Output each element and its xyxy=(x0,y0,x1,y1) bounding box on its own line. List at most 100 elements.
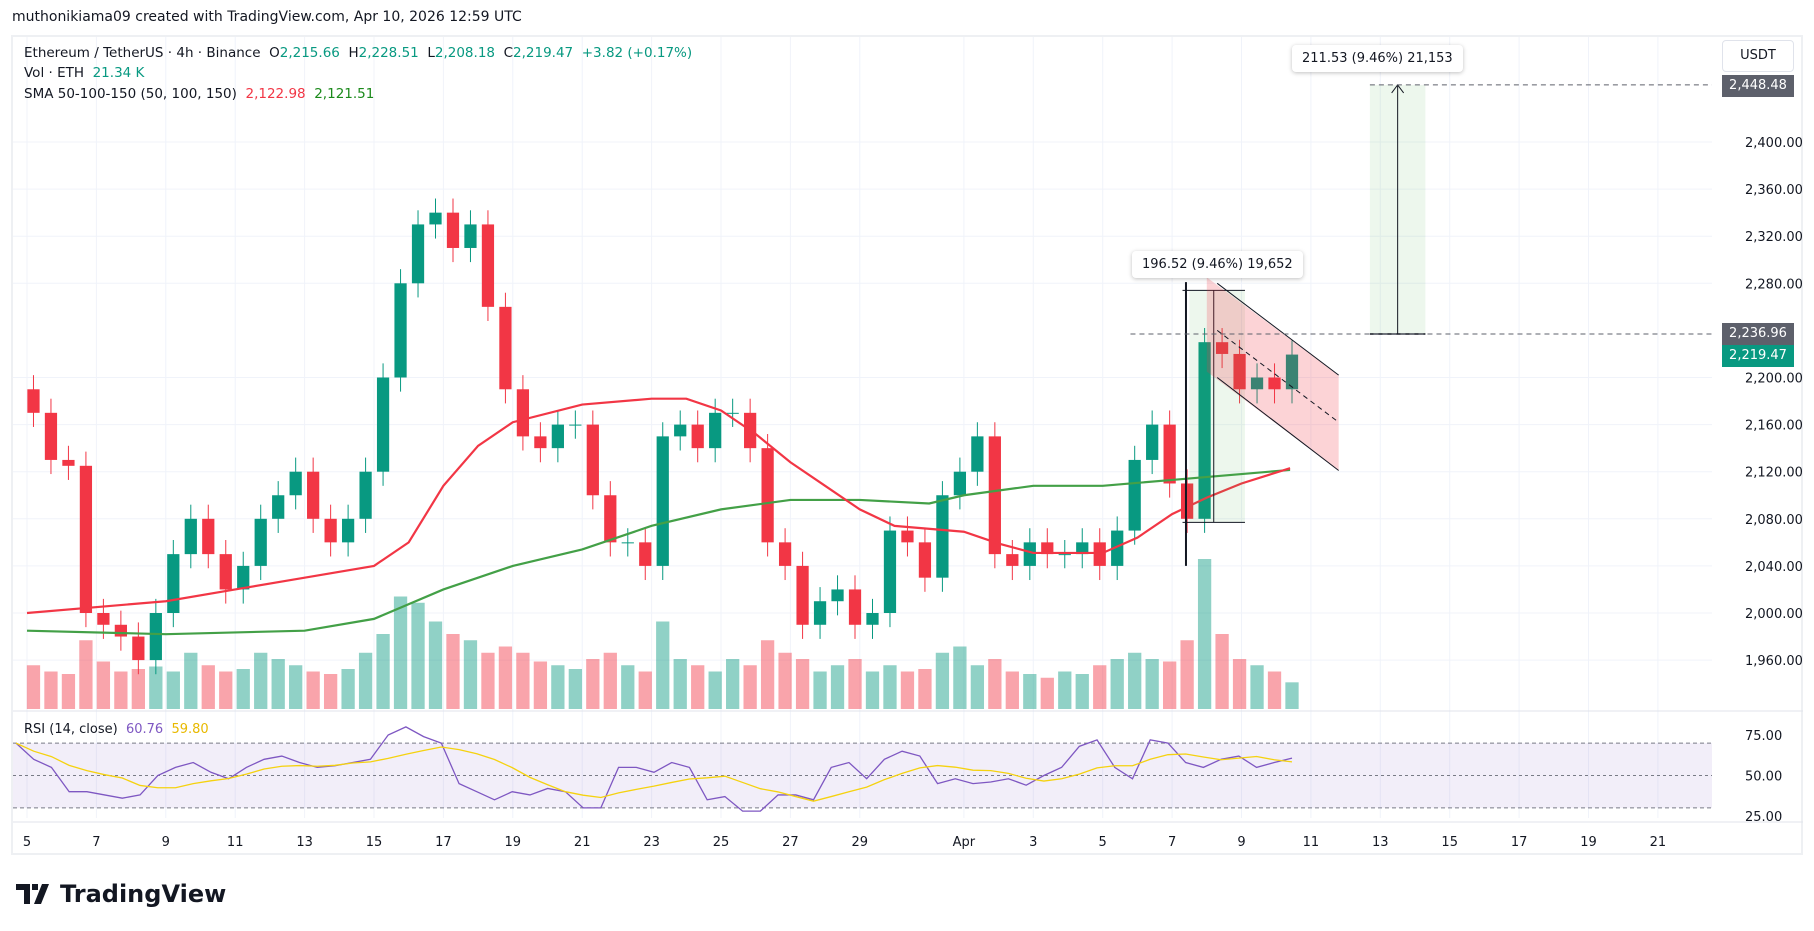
open-value: 2,215.66 xyxy=(279,45,340,61)
volume-bar xyxy=(1040,677,1054,709)
y-tick-label: 2,080.00 xyxy=(1745,513,1803,528)
attribution: muthonikiama09 created with TradingView.… xyxy=(12,9,522,25)
candle-body xyxy=(27,389,40,413)
candle-body xyxy=(621,542,634,544)
candle-body xyxy=(202,518,215,555)
candle-body xyxy=(586,424,599,496)
volume-bar xyxy=(79,640,93,709)
candle-body xyxy=(796,565,809,625)
candle-body xyxy=(359,471,372,519)
channel-lower-line xyxy=(1216,377,1339,471)
x-tick-label: 23 xyxy=(643,835,660,850)
lower-measure-range xyxy=(1189,290,1245,523)
candle-body xyxy=(1268,377,1281,390)
candle-body xyxy=(709,412,722,449)
volume-bar xyxy=(96,661,111,709)
sma-legend: SMA 50-100-150 (50, 100, 150) 2,122.98 2… xyxy=(24,86,374,102)
candle-body xyxy=(551,424,564,449)
brand-name: TradingView xyxy=(60,880,227,908)
candle-body xyxy=(79,465,93,613)
channel-fill xyxy=(1206,277,1339,471)
volume-bar xyxy=(673,659,687,709)
candle-body xyxy=(1146,424,1159,460)
x-tick-label: 7 xyxy=(92,835,100,850)
candle-body xyxy=(237,565,250,590)
channel-mid-line xyxy=(1216,330,1339,423)
x-tick-label: 19 xyxy=(505,835,522,850)
candle-body xyxy=(376,377,390,472)
volume-label: Vol · ETH xyxy=(24,65,84,81)
x-tick-label: 21 xyxy=(1650,835,1667,850)
candle-body xyxy=(1058,554,1071,556)
open-label: O xyxy=(269,45,280,61)
volume-bar xyxy=(865,671,880,709)
y-tick-label: 2,400.00 xyxy=(1745,136,1803,151)
candle-body xyxy=(918,542,932,578)
candle-body xyxy=(883,530,897,613)
tradingview-logo[interactable]: TradingView xyxy=(16,880,226,908)
candle-body xyxy=(1163,424,1176,484)
rsi-label: RSI (14, close) xyxy=(24,722,118,737)
chart-frame xyxy=(11,35,1803,855)
candle-body xyxy=(289,471,302,496)
candle-body xyxy=(97,613,110,625)
candle-body xyxy=(62,459,75,466)
volume-bar xyxy=(900,671,915,709)
volume-bar xyxy=(463,640,478,709)
candle-body xyxy=(184,518,197,555)
x-tick-label: 17 xyxy=(1511,835,1528,850)
candle-body xyxy=(761,448,774,543)
volume-bar xyxy=(1285,682,1299,709)
volume-bar xyxy=(236,669,250,709)
candle-body xyxy=(813,601,827,625)
candle-body xyxy=(778,542,792,566)
volume-bar xyxy=(376,634,390,709)
x-tick-label: 21 xyxy=(574,835,591,850)
volume-bar xyxy=(743,665,757,709)
candle-body xyxy=(1006,554,1019,566)
x-tick-label: 5 xyxy=(23,835,31,850)
volume-bar xyxy=(289,665,303,709)
x-tick-label: 15 xyxy=(366,835,383,850)
x-tick-label: 13 xyxy=(1372,835,1389,850)
close-value: 2,219.47 xyxy=(513,45,574,61)
candle-body xyxy=(219,554,232,590)
level-price-badge: 2,236.96 xyxy=(1722,323,1794,345)
volume-bar xyxy=(1145,659,1159,709)
volume-bar xyxy=(1005,671,1019,709)
rsi-legend: RSI (14, close) 60.76 59.80 xyxy=(24,722,209,737)
y-tick-label: 2,320.00 xyxy=(1745,230,1803,245)
symbol-name: Ethereum / TetherUS · 4h · Binance xyxy=(24,45,261,61)
volume-bar xyxy=(848,659,862,709)
candle-body xyxy=(1128,459,1141,531)
candle-body xyxy=(167,554,180,613)
candle-body xyxy=(691,424,704,449)
candle-body xyxy=(534,436,547,449)
currency-button[interactable]: USDT xyxy=(1722,40,1794,72)
candle-body xyxy=(726,412,739,414)
candle-body xyxy=(429,212,442,225)
x-tick-label: 9 xyxy=(162,835,170,850)
volume-bar xyxy=(1215,634,1229,709)
volume-bar xyxy=(341,669,355,709)
volume-bar xyxy=(691,665,705,709)
volume-bar xyxy=(26,665,41,709)
candle-body xyxy=(901,530,914,543)
volume-bar xyxy=(795,659,810,709)
x-tick-label: 5 xyxy=(1099,835,1107,850)
candle-body xyxy=(866,613,879,625)
volume-bar xyxy=(1267,671,1282,709)
candle-body xyxy=(272,495,285,519)
volume-bar xyxy=(254,652,268,709)
x-tick-label: 11 xyxy=(1303,835,1320,850)
candle-body xyxy=(988,436,1001,555)
volume-bar xyxy=(1180,640,1194,709)
candle-body xyxy=(464,224,477,248)
volume-bar xyxy=(411,602,425,709)
volume-bar xyxy=(568,669,582,709)
volume-bar xyxy=(656,621,670,709)
volume-bar xyxy=(44,671,58,709)
x-tick-label: 9 xyxy=(1237,835,1245,850)
lower-measure-label: 196.52 (9.46%) 19,652 xyxy=(1132,251,1303,278)
